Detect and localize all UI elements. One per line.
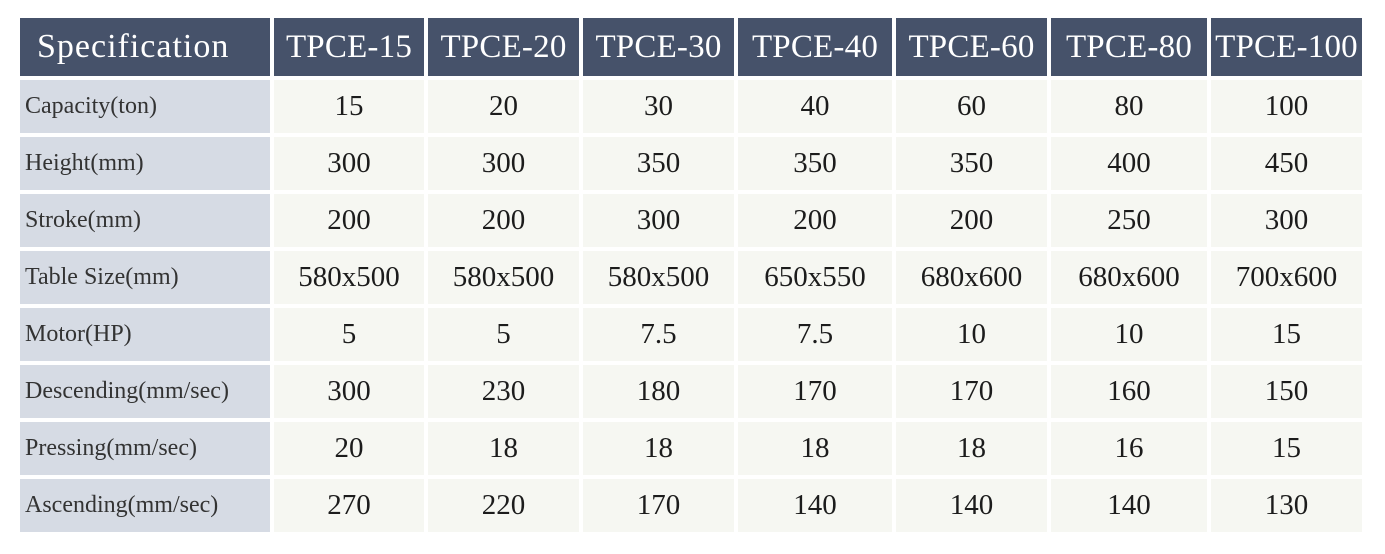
table-cell: 450 [1211, 137, 1362, 190]
table-cell: 580x500 [428, 251, 579, 304]
table-cell: 300 [428, 137, 579, 190]
table-cell: 350 [738, 137, 892, 190]
table-row: Pressing(mm/sec) 20 18 18 18 18 16 15 [20, 422, 1362, 475]
table-cell: 7.5 [738, 308, 892, 361]
table-cell: 20 [274, 422, 424, 475]
model-header: TPCE-100 [1211, 18, 1362, 76]
row-label: Descending(mm/sec) [20, 365, 270, 418]
table-cell: 270 [274, 479, 424, 532]
specification-table: Specification TPCE-15 TPCE-20 TPCE-30 TP… [16, 14, 1366, 536]
model-header: TPCE-20 [428, 18, 579, 76]
table-cell: 7.5 [583, 308, 734, 361]
table-cell: 15 [1211, 422, 1362, 475]
table-cell: 60 [896, 80, 1047, 133]
table-cell: 100 [1211, 80, 1362, 133]
table-cell: 5 [428, 308, 579, 361]
table-cell: 300 [1211, 194, 1362, 247]
table-cell: 300 [274, 365, 424, 418]
table-cell: 18 [583, 422, 734, 475]
table-cell: 350 [583, 137, 734, 190]
table-cell: 220 [428, 479, 579, 532]
table-cell: 18 [738, 422, 892, 475]
row-label: Ascending(mm/sec) [20, 479, 270, 532]
table-cell: 250 [1051, 194, 1207, 247]
row-label: Capacity(ton) [20, 80, 270, 133]
table-cell: 170 [583, 479, 734, 532]
table-cell: 300 [583, 194, 734, 247]
table-row: Ascending(mm/sec) 270 220 170 140 140 14… [20, 479, 1362, 532]
table-cell: 700x600 [1211, 251, 1362, 304]
row-label: Height(mm) [20, 137, 270, 190]
table-cell: 10 [1051, 308, 1207, 361]
table-cell: 40 [738, 80, 892, 133]
table-cell: 5 [274, 308, 424, 361]
table-cell: 170 [738, 365, 892, 418]
table-cell: 350 [896, 137, 1047, 190]
table-cell: 580x500 [274, 251, 424, 304]
row-label: Table Size(mm) [20, 251, 270, 304]
table-row: Capacity(ton) 15 20 30 40 60 80 100 [20, 80, 1362, 133]
table-cell: 170 [896, 365, 1047, 418]
table-cell: 18 [896, 422, 1047, 475]
table-row: Table Size(mm) 580x500 580x500 580x500 6… [20, 251, 1362, 304]
table-row: Descending(mm/sec) 300 230 180 170 170 1… [20, 365, 1362, 418]
table-cell: 680x600 [896, 251, 1047, 304]
row-label: Pressing(mm/sec) [20, 422, 270, 475]
table-cell: 300 [274, 137, 424, 190]
table-cell: 180 [583, 365, 734, 418]
table-cell: 200 [738, 194, 892, 247]
table-cell: 400 [1051, 137, 1207, 190]
table-cell: 200 [428, 194, 579, 247]
table-cell: 230 [428, 365, 579, 418]
table-cell: 15 [274, 80, 424, 133]
table-cell: 200 [896, 194, 1047, 247]
row-label: Motor(HP) [20, 308, 270, 361]
row-label: Stroke(mm) [20, 194, 270, 247]
table-cell: 200 [274, 194, 424, 247]
header-row: Specification TPCE-15 TPCE-20 TPCE-30 TP… [20, 18, 1362, 76]
table-cell: 16 [1051, 422, 1207, 475]
model-header: TPCE-60 [896, 18, 1047, 76]
table-cell: 580x500 [583, 251, 734, 304]
table-cell: 20 [428, 80, 579, 133]
table-cell: 30 [583, 80, 734, 133]
model-header: TPCE-15 [274, 18, 424, 76]
table-row: Motor(HP) 5 5 7.5 7.5 10 10 15 [20, 308, 1362, 361]
model-header: TPCE-30 [583, 18, 734, 76]
specification-header: Specification [20, 18, 270, 76]
model-header: TPCE-40 [738, 18, 892, 76]
table-row: Stroke(mm) 200 200 300 200 200 250 300 [20, 194, 1362, 247]
table-cell: 680x600 [1051, 251, 1207, 304]
table-cell: 15 [1211, 308, 1362, 361]
table-cell: 160 [1051, 365, 1207, 418]
table-cell: 18 [428, 422, 579, 475]
table-row: Height(mm) 300 300 350 350 350 400 450 [20, 137, 1362, 190]
table-cell: 140 [1051, 479, 1207, 532]
table-cell: 140 [896, 479, 1047, 532]
table-cell: 80 [1051, 80, 1207, 133]
table-cell: 150 [1211, 365, 1362, 418]
table-cell: 140 [738, 479, 892, 532]
model-header: TPCE-80 [1051, 18, 1207, 76]
table-cell: 10 [896, 308, 1047, 361]
table-cell: 130 [1211, 479, 1362, 532]
table-cell: 650x550 [738, 251, 892, 304]
